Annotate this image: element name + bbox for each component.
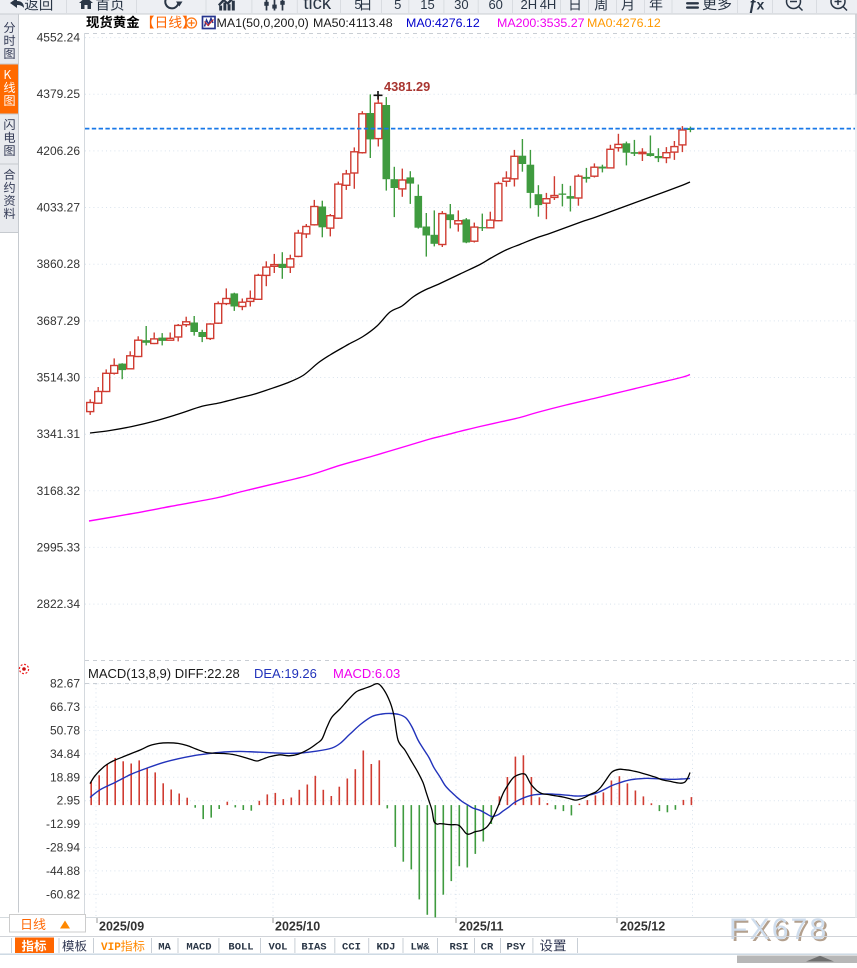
svg-text:MACD: MACD (186, 942, 211, 954)
svg-text:MACD:6.03: MACD:6.03 (333, 666, 400, 681)
svg-text:MA50:4113.48: MA50:4113.48 (313, 16, 393, 30)
svg-text:60: 60 (488, 0, 502, 12)
svg-text:3168.32: 3168.32 (37, 484, 81, 498)
svg-text:MA200:3535.27: MA200:3535.27 (497, 16, 585, 30)
svg-text:PSY: PSY (507, 942, 527, 954)
svg-text:34.84: 34.84 (50, 747, 80, 761)
svg-text:BOLL: BOLL (228, 942, 253, 954)
svg-text:KDJ: KDJ (377, 942, 396, 954)
svg-text:2H: 2H (520, 0, 537, 12)
svg-text:MACD(13,8,9) DIFF:22.28: MACD(13,8,9) DIFF:22.28 (88, 666, 240, 681)
svg-text:82.67: 82.67 (50, 677, 80, 691)
svg-text:4381.29: 4381.29 (384, 79, 430, 94)
svg-text:2025/12: 2025/12 (620, 920, 665, 934)
svg-text:LW&: LW& (411, 942, 431, 954)
svg-text:2025/11: 2025/11 (459, 920, 504, 934)
svg-text:VOL: VOL (269, 942, 288, 954)
svg-text:DEA:19.26: DEA:19.26 (254, 666, 317, 681)
svg-text:2.95: 2.95 (57, 794, 81, 808)
svg-text:ƒ: ƒ (748, 0, 757, 14)
svg-text:2995.33: 2995.33 (37, 540, 81, 554)
svg-text:tick: tick (303, 0, 332, 13)
svg-text:2025/10: 2025/10 (275, 920, 320, 934)
svg-text:MA0:4276.12: MA0:4276.12 (587, 16, 661, 30)
svg-text:MA1(50,0,200,0): MA1(50,0,200,0) (217, 16, 309, 30)
svg-text:-12.99: -12.99 (46, 817, 80, 831)
svg-text:3341.31: 3341.31 (37, 427, 81, 441)
svg-text:2822.34: 2822.34 (37, 597, 81, 611)
svg-text:5: 5 (394, 0, 401, 12)
svg-text:FX678: FX678 (731, 915, 830, 948)
svg-text:x: x (757, 0, 765, 13)
svg-text:5: 5 (354, 0, 361, 12)
svg-text:BIAS: BIAS (301, 942, 326, 954)
svg-text:RSI: RSI (450, 942, 469, 954)
svg-text:18.89: 18.89 (50, 770, 80, 784)
svg-text:-44.88: -44.88 (46, 864, 80, 878)
svg-text:3514.30: 3514.30 (37, 371, 81, 385)
svg-text:30: 30 (454, 0, 468, 12)
svg-text:FX678: FX678 (729, 913, 828, 946)
svg-text:4033.27: 4033.27 (37, 201, 81, 215)
svg-text:4552.24: 4552.24 (37, 31, 81, 45)
svg-text:-60.82: -60.82 (46, 887, 80, 901)
svg-text:3687.29: 3687.29 (37, 314, 81, 328)
svg-text:MA0:4276.12: MA0:4276.12 (406, 16, 480, 30)
svg-text:50.78: 50.78 (50, 724, 80, 738)
svg-text:MA: MA (158, 942, 171, 954)
svg-text:66.73: 66.73 (50, 700, 80, 714)
svg-text:3860.28: 3860.28 (37, 257, 81, 271)
svg-text:CR: CR (481, 942, 494, 954)
svg-text:4379.25: 4379.25 (37, 87, 81, 101)
svg-text:4206.26: 4206.26 (37, 144, 81, 158)
svg-text:4H: 4H (540, 0, 557, 12)
svg-text:2025/09: 2025/09 (99, 920, 144, 934)
svg-text:VIP: VIP (101, 942, 121, 954)
svg-text:CCI: CCI (342, 942, 361, 954)
svg-text:15: 15 (420, 0, 434, 12)
svg-text:-28.94: -28.94 (46, 841, 80, 855)
